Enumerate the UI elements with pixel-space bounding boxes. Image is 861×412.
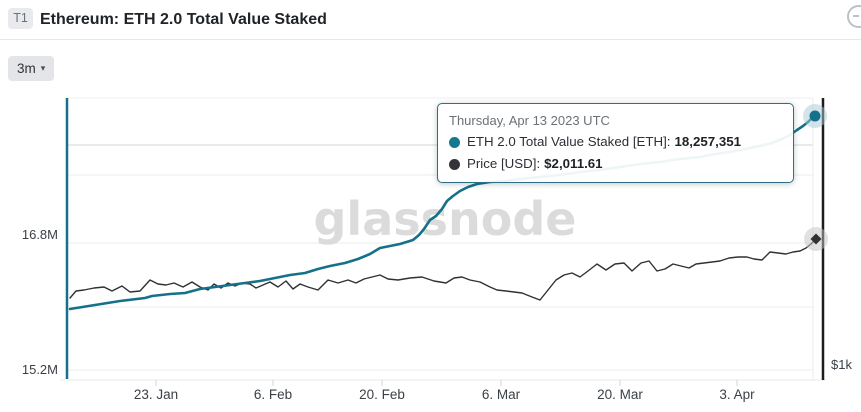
x-axis-label: 23. Jan bbox=[133, 387, 179, 402]
timeframe-dropdown[interactable]: 3m ▾ bbox=[8, 56, 55, 81]
page-title: Ethereum: ETH 2.0 Total Value Staked bbox=[40, 11, 327, 28]
x-axis-label: 20. Feb bbox=[359, 387, 405, 402]
x-axis-label: 20. Mar bbox=[597, 387, 643, 402]
timeframe-label: 3m bbox=[17, 61, 36, 76]
chart-canvas[interactable]: glassnode bbox=[0, 90, 861, 412]
chart-header: T1 Ethereum: ETH 2.0 Total Value Staked bbox=[0, 0, 861, 40]
tooltip-series-row-staked: ETH 2.0 Total Value Staked [ETH]: 18,257… bbox=[449, 131, 782, 153]
tooltip-series-label: Price [USD]: bbox=[467, 156, 541, 171]
chevron-down-icon: ▾ bbox=[40, 63, 46, 73]
x-axis-label: 6. Feb bbox=[253, 387, 293, 402]
series-bullet-icon bbox=[449, 136, 460, 148]
account-icon[interactable] bbox=[847, 5, 861, 28]
tooltip-date: Thursday, Apr 13 2023 UTC bbox=[449, 113, 610, 128]
tier-badge: T1 bbox=[8, 8, 33, 29]
y-axis-label: 16.8M bbox=[21, 227, 58, 242]
glassnode-watermark: glassnode bbox=[314, 192, 577, 246]
tooltip-series-label: ETH 2.0 Total Value Staked [ETH]: bbox=[467, 134, 671, 149]
price-series-line bbox=[69, 238, 817, 301]
chart-tooltip: Thursday, Apr 13 2023 UTC ETH 2.0 Total … bbox=[437, 103, 794, 183]
series-bullet-icon bbox=[449, 158, 460, 170]
y-axis-label: 15.2M bbox=[21, 362, 58, 377]
tooltip-series-row-price: Price [USD]: $2,011.61 bbox=[449, 153, 782, 175]
right-axis-label: $1k bbox=[831, 357, 852, 372]
tooltip-series-value: 18,257,351 bbox=[674, 134, 742, 149]
x-axis-label: 3. Apr bbox=[719, 387, 755, 402]
tooltip-series-value: $2,011.61 bbox=[544, 156, 603, 171]
x-axis-label: 6. Mar bbox=[481, 387, 521, 402]
